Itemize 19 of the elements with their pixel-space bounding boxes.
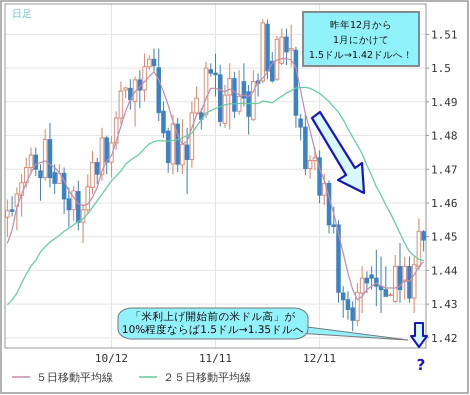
annotation: 昨年12月から 1月にかけて 1.5ドル→1.42ドルへ！ bbox=[308, 19, 414, 61]
annotation: 日足 bbox=[12, 9, 32, 20]
x-tick-label: 10/12 bbox=[94, 352, 128, 365]
y-tick-label: 1.43 bbox=[431, 298, 458, 312]
annotation: 「米利上げ開始前の米ドル高」が 10%程度ならば1.5ドル→1.35ドルへ bbox=[122, 310, 304, 336]
x-tick-label: 11/11 bbox=[198, 352, 232, 365]
y-tick-label: 1.42 bbox=[431, 332, 458, 345]
y-tick-label: 1.51 bbox=[431, 28, 458, 42]
x-tick-label: 12/11 bbox=[303, 352, 336, 365]
y-tick-label: 1.44 bbox=[431, 264, 458, 278]
text: ? bbox=[416, 356, 426, 374]
y-tick-label: 1.5 bbox=[431, 62, 451, 76]
y-tick-label: 1.45 bbox=[431, 230, 458, 244]
legend-label: ５日移動平均線 bbox=[36, 371, 113, 384]
y-tick-label: 1.48 bbox=[431, 130, 458, 143]
y-tick-label: 1.46 bbox=[431, 196, 458, 210]
legend-label: ２５日移動平均線 bbox=[163, 371, 251, 384]
y-tick-label: 1.49 bbox=[431, 96, 458, 109]
y-tick-label: 1.47 bbox=[431, 163, 458, 176]
